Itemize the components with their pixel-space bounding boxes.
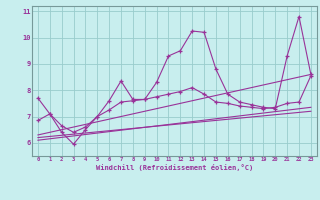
X-axis label: Windchill (Refroidissement éolien,°C): Windchill (Refroidissement éolien,°C)	[96, 164, 253, 171]
